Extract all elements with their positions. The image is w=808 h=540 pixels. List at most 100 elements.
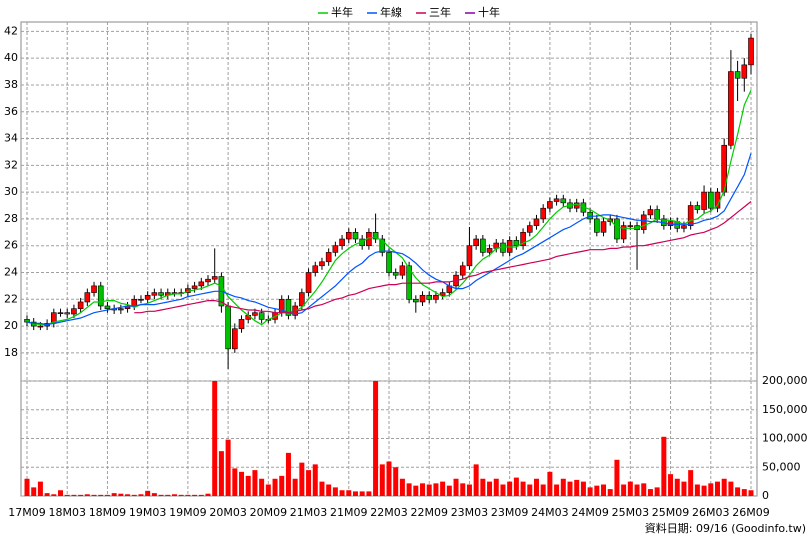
x-tick-label: 18M09 — [89, 506, 127, 519]
y-tick-label: 34 — [4, 132, 18, 145]
volume-bar — [373, 381, 379, 496]
x-tick-label: 26M09 — [732, 506, 770, 519]
candle-body — [419, 294, 426, 303]
y-tick-label: 200,000 — [762, 374, 808, 387]
x-tick-label: 25M03 — [612, 506, 650, 519]
volume-bar — [507, 481, 513, 496]
volume-bar — [151, 493, 157, 496]
x-tick-label: 24M03 — [531, 506, 569, 519]
volume-bar — [259, 478, 265, 496]
volume-bar — [239, 471, 245, 496]
y-tick-label: 18 — [4, 346, 18, 359]
volume-bar — [131, 494, 137, 496]
candle-body — [627, 225, 634, 227]
x-tick-label: 22M03 — [370, 506, 408, 519]
candle-body — [104, 305, 111, 309]
candle-body — [285, 298, 292, 316]
volume-bar — [312, 464, 318, 496]
volume-bar — [493, 478, 499, 496]
candle-body — [238, 319, 245, 330]
x-tick-label: 21M09 — [330, 506, 368, 519]
candle-body — [748, 37, 754, 66]
candle-body — [526, 225, 533, 233]
x-tick-label: 20M03 — [209, 506, 247, 519]
volume-bar — [138, 494, 144, 496]
candle-body — [258, 312, 265, 320]
volume-bar — [735, 487, 741, 496]
candle-body — [728, 71, 734, 146]
candle-body — [459, 265, 466, 276]
volume-bar — [37, 481, 43, 496]
candle-body — [352, 232, 359, 240]
volume-bar — [326, 484, 332, 496]
volume-bar — [621, 484, 627, 496]
volume-bar — [567, 481, 573, 496]
volume-bar — [701, 485, 707, 496]
ma-line — [134, 201, 752, 314]
volume-bar — [500, 484, 506, 496]
candle-body — [560, 198, 567, 204]
x-tick-label: 23M03 — [451, 506, 489, 519]
footnote: 資料日期: 09/16 (Goodinfo.tw) — [645, 521, 806, 535]
volume-bar — [647, 489, 653, 496]
candle-body — [681, 225, 687, 229]
candle-body — [513, 240, 520, 247]
volume-bar — [218, 451, 224, 496]
candle-body — [473, 238, 479, 247]
volume-bar — [594, 485, 600, 496]
volume-bar — [533, 478, 539, 496]
candle-body — [339, 238, 345, 247]
candle-body — [138, 298, 144, 301]
volume-bar — [292, 478, 298, 496]
volume-bar — [205, 493, 211, 496]
volume-bar — [547, 471, 553, 496]
volume-bar — [433, 483, 439, 496]
candle-body — [734, 71, 741, 79]
candle-body — [319, 261, 325, 267]
volume-bar — [708, 483, 714, 496]
volume-bar — [24, 478, 30, 496]
volume-bar — [473, 464, 479, 496]
volume-bar — [352, 491, 358, 496]
y-tick-label: 38 — [4, 78, 18, 91]
candle-body — [399, 265, 406, 276]
candle-body — [299, 292, 305, 307]
volume-bar — [688, 470, 694, 496]
volume-bar — [466, 484, 472, 496]
volume-bar — [741, 489, 747, 496]
volume-bar — [728, 481, 734, 496]
volume-bar — [393, 467, 399, 496]
candle-body — [225, 305, 231, 350]
volume-bar — [560, 478, 566, 496]
volume-bar — [198, 494, 204, 496]
y-tick-label: 50,000 — [762, 460, 801, 473]
candle-body — [57, 312, 64, 314]
y-tick-label: 32 — [4, 158, 18, 171]
volume-bar — [580, 481, 586, 496]
candle-body — [466, 245, 473, 267]
candle-body — [205, 278, 211, 283]
volume-bar — [413, 485, 419, 496]
legend-label: 半年 — [331, 5, 353, 19]
volume-bar — [125, 494, 131, 496]
y-tick-label: 24 — [4, 265, 18, 278]
volume-bar — [158, 494, 164, 496]
volume-bar — [480, 478, 486, 496]
candle-body — [594, 218, 600, 233]
volume-bar — [192, 494, 198, 496]
volume-bar — [714, 481, 720, 496]
volume-bar — [252, 470, 258, 496]
volume-bar — [165, 494, 171, 496]
y-tick-label: 100,000 — [762, 432, 808, 445]
candle-body — [600, 221, 607, 233]
candle-body — [198, 281, 205, 287]
candle-body — [144, 294, 151, 300]
volume-bar — [654, 487, 660, 496]
candle-body — [687, 205, 694, 226]
volume-bar — [440, 481, 446, 496]
y-tick-label: 0 — [762, 489, 769, 502]
candle-body — [392, 272, 399, 276]
x-tick-label: 19M03 — [129, 506, 167, 519]
y-tick-label: 42 — [4, 24, 18, 37]
